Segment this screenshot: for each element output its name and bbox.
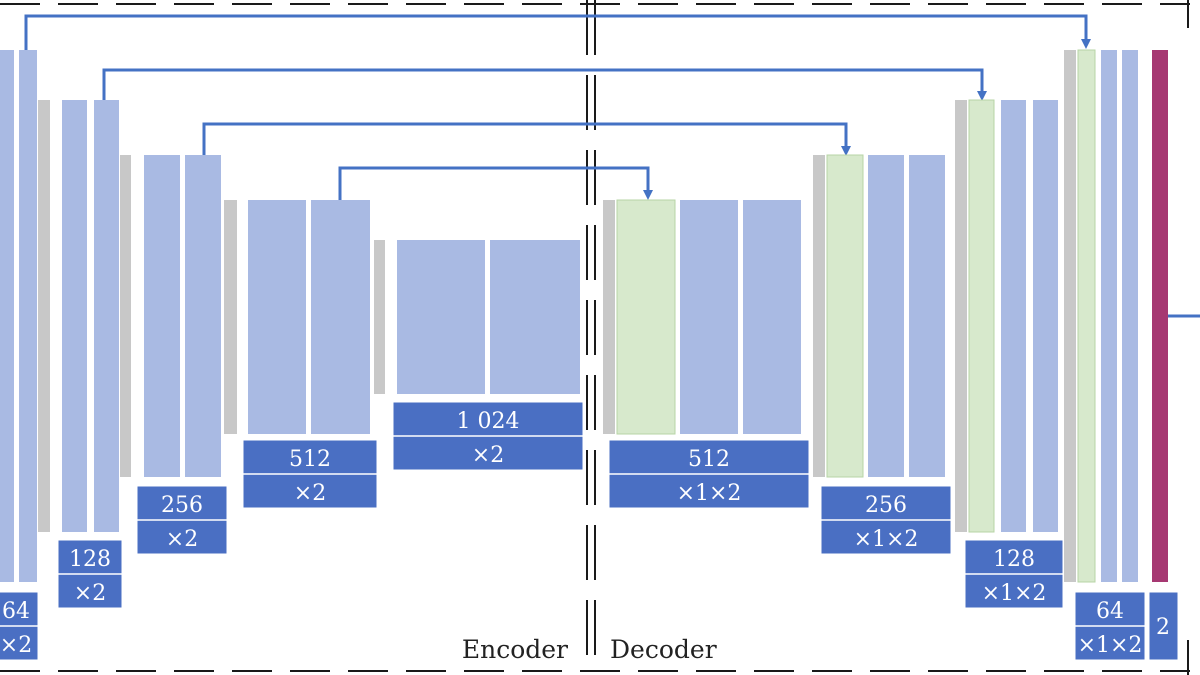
feature-map — [185, 155, 221, 477]
encoder-label-64: 64 ×2 — [0, 591, 39, 661]
repeat-count: ×2 — [294, 481, 326, 506]
skip-connections — [24, 14, 1091, 200]
repeat-count: ×1×2 — [1078, 633, 1143, 658]
pool-bar — [224, 200, 237, 434]
channel-count: 512 — [289, 447, 331, 472]
skip-arrow-level-4 — [338, 166, 653, 200]
feature-map — [490, 240, 580, 394]
skip-arrow-level-2 — [102, 68, 987, 101]
upsample-bar — [955, 100, 967, 532]
repeat-count: ×1×2 — [677, 481, 742, 506]
repeat-count: ×1×2 — [982, 581, 1047, 606]
decoder-label-256: 256 ×1×2 — [820, 485, 952, 555]
repeat-count: ×2 — [0, 633, 32, 658]
channel-count: 512 — [688, 447, 730, 472]
feature-map — [1101, 50, 1117, 582]
pool-bar — [374, 240, 385, 394]
concat-map — [968, 99, 995, 533]
decoder-title: Decoder — [610, 635, 717, 664]
encoder-label-128: 128 ×2 — [57, 539, 123, 609]
decoder-label-64: 64 ×1×2 — [1074, 591, 1146, 661]
bottleneck-level — [374, 240, 580, 394]
feature-map — [1122, 50, 1138, 582]
pool-bar — [38, 100, 50, 532]
feature-map — [1001, 100, 1026, 532]
encoder-label-512: 512 ×2 — [242, 439, 378, 509]
feature-map — [397, 240, 485, 394]
upsample-bar — [1064, 50, 1076, 582]
encoder-level-3 — [120, 155, 221, 477]
channel-count: 256 — [161, 493, 203, 518]
feature-map — [144, 155, 180, 477]
decoder-level-4 — [603, 199, 801, 435]
feature-map — [868, 155, 904, 477]
encoder-label-256: 256 ×2 — [136, 485, 228, 555]
repeat-count: ×2 — [472, 443, 504, 468]
concat-map — [826, 154, 864, 478]
channel-count: 64 — [1096, 599, 1124, 624]
concat-map — [616, 199, 676, 435]
output-map — [1152, 50, 1168, 582]
feature-map — [680, 200, 738, 434]
pool-bar — [120, 155, 131, 477]
output-channel-count: 2 — [1156, 615, 1170, 640]
channel-count: 128 — [69, 547, 111, 572]
repeat-count: ×2 — [166, 527, 198, 552]
repeat-count: ×1×2 — [854, 527, 919, 552]
upsample-bar — [813, 155, 825, 477]
encoder-level-1 — [0, 50, 37, 582]
feature-map — [62, 100, 87, 532]
feature-map — [743, 200, 801, 434]
decoder-label-512: 512 ×1×2 — [608, 439, 810, 509]
decoder-level-2 — [955, 99, 1058, 533]
skip-arrow-level-1 — [24, 14, 1091, 50]
concat-map — [1077, 49, 1096, 583]
output-label: 2 — [1148, 591, 1179, 661]
channel-count: 256 — [865, 493, 907, 518]
feature-map — [909, 155, 945, 477]
encoder-title: Encoder — [462, 635, 568, 664]
encoder-level-4 — [224, 200, 370, 434]
channel-count: 128 — [993, 547, 1035, 572]
decoder-level-3 — [813, 154, 945, 478]
skip-arrow-level-3 — [202, 122, 851, 156]
feature-map — [1033, 100, 1058, 532]
decoder-level-1 — [1064, 49, 1200, 583]
upsample-bar — [603, 200, 615, 434]
channel-count: 1 024 — [457, 409, 520, 434]
feature-map — [94, 100, 119, 532]
encoder-decoder-divider — [586, 0, 596, 675]
feature-map — [0, 50, 14, 582]
feature-map — [19, 50, 37, 582]
channel-count: 64 — [2, 599, 30, 624]
feature-map — [248, 200, 306, 434]
repeat-count: ×2 — [74, 581, 106, 606]
encoder-label-1024: 1 024 ×2 — [392, 401, 584, 471]
feature-map — [311, 200, 370, 434]
encoder-level-2 — [38, 100, 119, 532]
decoder-label-128: 128 ×1×2 — [964, 539, 1064, 609]
